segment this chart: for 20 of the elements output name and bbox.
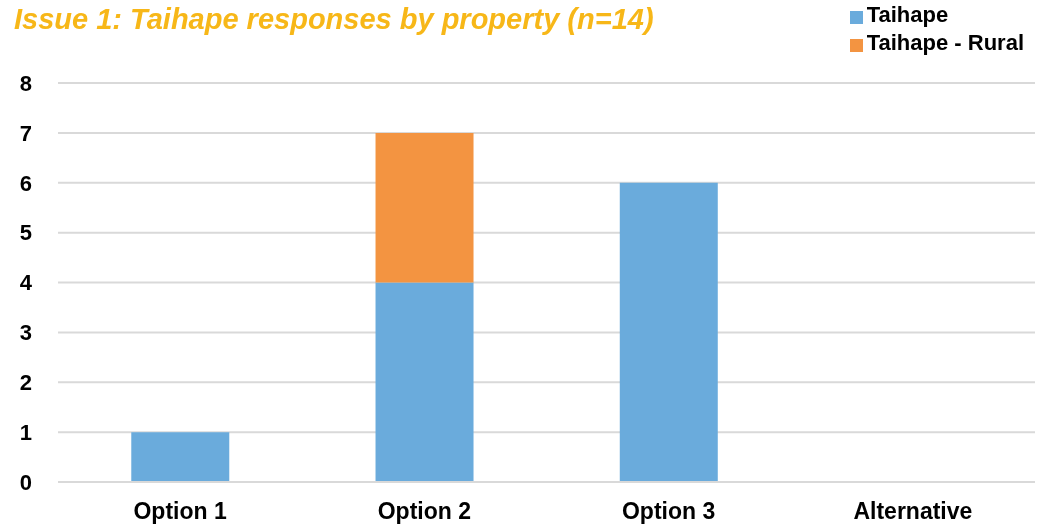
y-tick-label: 1: [19, 419, 32, 445]
y-tick-label: 7: [19, 120, 32, 146]
chart-title: Issue 1: Taihape responses by property (n=14): [14, 2, 654, 36]
y-tick-label: 6: [19, 170, 32, 196]
bar: [619, 182, 718, 482]
y-tick-label: 3: [19, 320, 32, 346]
y-tick-label: 8: [19, 70, 32, 96]
y-tick-label: 2: [19, 370, 32, 396]
bar: [131, 432, 230, 482]
y-tick-label: 5: [19, 220, 32, 246]
y-tick-label: 4: [19, 270, 33, 296]
bar: [375, 282, 474, 482]
x-tick-label: Alternative: [853, 498, 973, 525]
x-tick-label: Option 1: [133, 498, 227, 525]
x-tick-label: Option 2: [377, 498, 472, 525]
y-tick-label: 0: [19, 469, 32, 495]
bar: [375, 132, 474, 283]
x-tick-label: Option 3: [621, 498, 716, 525]
legend-label: Taihape - Rural: [866, 30, 1024, 55]
legend-label: Taihape: [866, 2, 949, 27]
